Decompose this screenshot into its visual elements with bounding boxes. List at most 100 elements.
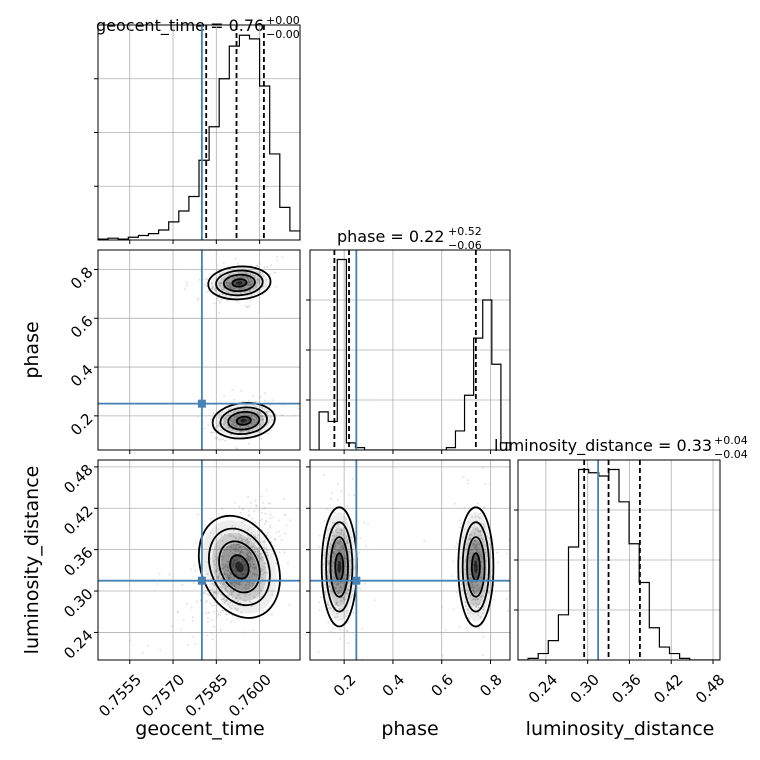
joint-geocent-time-vs-luminosity-distance-point — [259, 557, 262, 560]
joint-geocent-time-vs-phase-point — [227, 291, 230, 294]
joint-geocent-time-vs-luminosity-distance-point — [260, 568, 263, 570]
joint-phase-vs-luminosity-distance-point — [337, 482, 339, 485]
joint-phase-vs-luminosity-distance-point — [342, 548, 344, 551]
joint-geocent-time-vs-luminosity-distance-point — [213, 625, 215, 628]
joint-phase-vs-luminosity-distance-point — [476, 550, 478, 553]
joint-geocent-time-vs-phase-point — [250, 422, 253, 425]
joint-phase-vs-luminosity-distance-point — [472, 612, 475, 615]
joint-phase-vs-luminosity-distance-point — [352, 593, 354, 596]
joint-geocent-time-vs-luminosity-distance-point — [248, 562, 251, 564]
joint-geocent-time-vs-phase-point — [240, 431, 243, 434]
joint-geocent-time-vs-luminosity-distance-point — [249, 559, 252, 562]
joint-geocent-time-vs-phase-point — [253, 415, 256, 418]
joint-phase-vs-luminosity-distance-point — [324, 551, 327, 554]
joint-phase-vs-luminosity-distance-point — [326, 529, 329, 532]
joint-geocent-time-vs-phase-point — [254, 405, 257, 407]
joint-geocent-time-vs-luminosity-distance-point — [222, 563, 225, 566]
joint-geocent-time-vs-phase-point — [248, 425, 251, 428]
joint-geocent-time-vs-phase-point — [244, 291, 246, 294]
joint-geocent-time-vs-luminosity-distance-point — [244, 586, 247, 589]
joint-geocent-time-vs-phase-point — [221, 293, 224, 295]
joint-geocent-time-vs-luminosity-distance-point — [222, 556, 225, 559]
joint-geocent-time-vs-phase-point — [238, 419, 241, 422]
joint-geocent-time-vs-phase-point — [222, 423, 225, 426]
joint-geocent-time-vs-luminosity-distance-point — [255, 552, 258, 555]
joint-geocent-time-vs-luminosity-distance-point — [249, 563, 251, 566]
joint-geocent-time-vs-phase-point — [218, 413, 221, 416]
joint-phase-vs-luminosity-distance-point — [464, 568, 467, 571]
joint-phase-vs-luminosity-distance-point — [476, 583, 479, 586]
joint-geocent-time-vs-phase-point — [250, 300, 253, 302]
joint-geocent-time-vs-phase-point — [229, 285, 232, 287]
joint-geocent-time-vs-luminosity-distance-point — [231, 577, 233, 579]
joint-geocent-time-vs-phase-point — [246, 306, 249, 308]
joint-phase-vs-luminosity-distance-point — [477, 627, 480, 630]
joint-geocent-time-vs-phase-point — [217, 281, 220, 284]
joint-geocent-time-vs-luminosity-distance-point — [213, 584, 215, 587]
joint-geocent-time-vs-luminosity-distance-point — [192, 620, 194, 622]
joint-geocent-time-vs-phase-point — [260, 425, 263, 428]
joint-geocent-time-vs-luminosity-distance-point — [244, 566, 247, 569]
joint-phase-vs-luminosity-distance-point — [471, 583, 474, 586]
joint-geocent-time-vs-phase-point — [251, 417, 254, 419]
joint-phase-vs-luminosity-distance-point — [462, 476, 465, 478]
joint-phase-vs-luminosity-distance-point — [339, 539, 342, 542]
joint-geocent-time-vs-luminosity-distance-point — [242, 572, 245, 575]
joint-phase-vs-luminosity-distance-point — [343, 537, 346, 540]
joint-geocent-time-vs-luminosity-distance-point — [248, 584, 251, 587]
joint-geocent-time-vs-phase-point — [228, 286, 231, 289]
joint-phase-vs-luminosity-distance-point — [480, 577, 483, 580]
joint-geocent-time-vs-luminosity-distance-point — [238, 546, 241, 549]
joint-geocent-time-vs-phase-point — [266, 410, 269, 413]
joint-geocent-time-vs-phase-point — [256, 277, 259, 280]
joint-phase-vs-luminosity-distance-point — [466, 608, 469, 611]
joint-geocent-time-vs-phase-point — [239, 430, 241, 432]
joint-phase-vs-luminosity-distance-point — [477, 564, 480, 566]
joint-geocent-time-vs-luminosity-distance-point — [257, 555, 259, 557]
joint-geocent-time-vs-phase-point — [281, 256, 284, 259]
joint-geocent-time-vs-phase-point — [244, 272, 247, 275]
joint-geocent-time-vs-phase-point — [221, 288, 224, 291]
joint-geocent-time-vs-phase-point — [238, 413, 241, 415]
joint-phase-vs-luminosity-distance-point — [444, 629, 447, 632]
joint-phase-vs-luminosity-distance-point — [306, 530, 308, 532]
joint-geocent-time-vs-phase-point — [224, 295, 227, 298]
joint-geocent-time-vs-luminosity-distance-point — [242, 573, 244, 576]
joint-geocent-time-vs-phase-point — [213, 289, 216, 292]
joint-geocent-time-vs-phase-point — [255, 286, 258, 289]
joint-geocent-time-vs-luminosity-distance-point — [255, 547, 258, 550]
joint-geocent-time-vs-phase-point — [247, 272, 250, 275]
joint-geocent-time-vs-luminosity-distance-point — [216, 609, 219, 612]
joint-geocent-time-vs-phase-point — [219, 412, 222, 415]
joint-geocent-time-vs-phase-point — [229, 281, 231, 284]
joint-phase-vs-luminosity-distance-point — [336, 542, 339, 545]
joint-geocent-time-vs-luminosity-distance-point — [284, 532, 286, 535]
joint-geocent-time-vs-luminosity-distance-point — [219, 585, 222, 588]
joint-phase-vs-luminosity-distance-point — [478, 589, 481, 592]
joint-geocent-time-vs-luminosity-distance-point — [234, 536, 237, 539]
joint-geocent-time-vs-luminosity-distance-point — [240, 589, 243, 592]
joint-geocent-time-vs-phase-point — [247, 430, 249, 433]
joint-geocent-time-vs-phase-point — [246, 417, 249, 420]
joint-geocent-time-vs-phase-point — [252, 404, 254, 406]
joint-geocent-time-vs-luminosity-distance-point — [259, 541, 262, 544]
joint-geocent-time-vs-luminosity-distance-point — [215, 597, 218, 600]
joint-geocent-time-vs-luminosity-distance-point — [260, 570, 263, 573]
joint-phase-vs-luminosity-distance-point — [481, 567, 484, 570]
joint-phase-vs-luminosity-distance-point — [465, 627, 468, 629]
joint-geocent-time-vs-luminosity-distance-point — [238, 543, 241, 545]
joint-phase-vs-luminosity-distance-grid — [310, 460, 510, 660]
joint-phase-vs-luminosity-distance-point — [335, 526, 338, 529]
joint-geocent-time-vs-luminosity-distance-point — [240, 583, 242, 586]
joint-phase-vs-luminosity-distance-point — [327, 576, 329, 579]
joint-geocent-time-vs-luminosity-distance-point — [222, 581, 225, 584]
joint-geocent-time-vs-luminosity-distance-point — [284, 514, 287, 517]
joint-geocent-time-vs-luminosity-distance-point — [280, 539, 283, 541]
joint-phase-vs-luminosity-distance-point — [482, 606, 485, 608]
joint-phase-vs-luminosity-distance-point — [346, 540, 349, 543]
title-luminosity-distance: luminosity_distance = 0.33 — [494, 436, 712, 456]
joint-geocent-time-vs-luminosity-distance-contour-0-0 — [229, 554, 250, 580]
joint-phase-vs-luminosity-distance-point — [479, 530, 482, 532]
joint-phase-vs-luminosity-distance-point — [464, 601, 467, 604]
